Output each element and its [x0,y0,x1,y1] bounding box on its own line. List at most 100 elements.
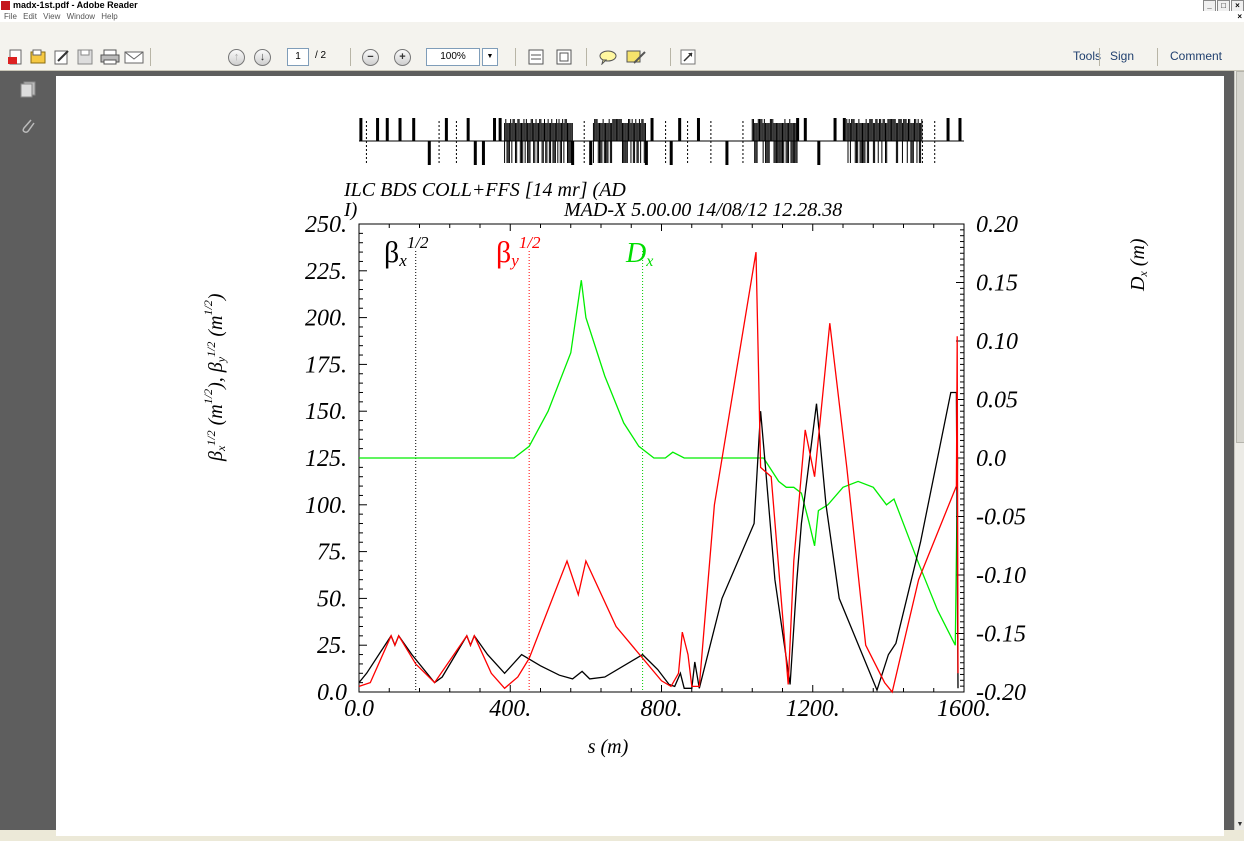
pdf-page: ILC BDS COLL+FFS [14 mr] (AD I) MAD-X 5.… [56,76,1224,836]
legend-marker-lines [415,251,644,692]
y-left-tick-label: 100. [305,493,347,519]
attachments-icon[interactable] [20,117,36,135]
toolbar-separator [1157,48,1158,66]
lattice-element [498,118,502,141]
adobe-reader-icon [1,1,10,10]
lattice-element [803,118,807,141]
y-right-tick-label: 0.05 [976,388,1018,414]
lattice-element [678,118,682,141]
sign-link[interactable]: Sign [1110,49,1135,63]
menu-file[interactable]: File [4,12,17,21]
scrollbar-thumb[interactable] [1236,71,1244,443]
x-tick-label: 1200. [786,696,840,722]
y-left-tick-label: 50. [317,586,347,612]
toolbar: ↑ ↓ 1 / 2 − + 100% ▼ Tools Sign Comment [0,22,1244,71]
y-right-tick-label: 0.0 [976,446,1006,472]
x-tick-labels: 0.0 400. 800. 1200. 1600. [344,696,991,722]
lattice-element [669,141,673,165]
y-right-tick-label: -0.15 [976,622,1026,648]
chart-title-line2-right: MAD-X 5.00.00 14/08/12 12.28.38 [563,199,842,221]
x-tick-label: 400. [489,696,531,722]
x-tick-label: 0.0 [344,696,374,722]
lattice-element [473,141,477,165]
lattice-element [696,118,700,141]
series-line-betax [358,391,959,692]
lattice-element [946,118,950,141]
lattice-element [817,141,821,165]
email-icon[interactable] [124,49,144,65]
series-line-betay [358,251,959,694]
lattice-element [842,118,846,141]
create-pdf-icon[interactable] [8,49,24,65]
lattice-element [427,141,431,165]
maximize-button[interactable]: □ [1217,0,1230,12]
chart-title-line2-left: I) [343,199,358,221]
menu-edit[interactable]: Edit [23,12,37,21]
axis-ticks [358,223,965,693]
menu-view[interactable]: View [43,12,61,21]
y-left-tick-label: 225. [305,259,347,285]
next-page-button[interactable]: ↓ [254,49,271,66]
page-number-input[interactable]: 1 [287,48,309,66]
y-right-axis-label: Dx (m) [1127,238,1150,292]
lattice-element [650,118,654,141]
menu-bar: File Edit View Window Help × [0,11,1244,22]
lattice-layout-strip [359,118,964,165]
save-icon[interactable] [77,49,93,65]
scroll-down-arrow[interactable]: ▼ [1236,821,1244,828]
lattice-element [589,141,593,165]
zoom-level-field[interactable]: 100% [426,48,480,66]
y-left-tick-label: 200. [305,306,347,332]
toolbar-separator [1099,48,1100,66]
y-left-axis-label: βx1/2 (m1/2), βy1/2 (m1/2) [201,293,228,462]
menu-window[interactable]: Window [66,12,96,21]
open-icon[interactable] [30,49,46,65]
comment-link[interactable]: Comment [1170,49,1223,63]
fit-page-icon[interactable] [528,49,544,65]
lattice-element [466,118,470,141]
legend-dx: Dx [625,238,653,270]
tools-link[interactable]: Tools [1073,49,1102,63]
y-right-tick-label: -0.10 [976,563,1026,589]
lattice-element [958,118,962,141]
zoom-in-button[interactable]: + [394,49,411,66]
toolbar-separator [150,48,151,66]
svg-text:βy1/2: βy1/2 [496,233,541,270]
toolbar-separator [670,48,671,66]
lattice-element [412,118,416,141]
y-left-tick-label: 25. [317,633,347,659]
y-left-tick-label: 75. [317,540,347,566]
zoom-out-button[interactable]: − [362,49,379,66]
menu-help[interactable]: Help [101,12,118,21]
toolbar-separator [586,48,587,66]
expand-icon[interactable] [680,49,696,65]
close-document-icon[interactable]: × [1237,12,1242,21]
x-axis-label: s (m) [588,736,629,758]
y-left-tick-label: 0.0 [317,680,347,706]
y-left-tick-label: 125. [305,446,347,472]
toolbar-separator [515,48,516,66]
print-icon[interactable] [100,49,120,65]
x-tick-label: 800. [641,696,683,722]
zoom-dropdown-button[interactable]: ▼ [482,48,498,66]
lattice-element [444,118,448,141]
lattice-element [385,118,389,141]
comment-bubble-icon[interactable] [598,49,618,65]
chart-title-line1: ILC BDS COLL+FFS [14 mr] (AD [343,179,626,201]
series-layer [358,251,959,694]
lattice-element [493,118,497,141]
y-left-tick-label: 150. [305,399,347,425]
lattice-element [725,141,729,165]
lattice-element [796,118,800,141]
lattice-element [481,141,485,165]
highlight-icon[interactable] [626,49,646,65]
vertical-scrollbar[interactable]: ▼ [1234,71,1244,830]
lattice-element [644,141,648,165]
previous-page-button[interactable]: ↑ [228,49,245,66]
toolbar-separator [350,48,351,66]
fit-width-icon[interactable] [556,49,572,65]
edit-icon[interactable] [54,49,70,65]
lattice-element [376,118,380,141]
document-area: ILC BDS COLL+FFS [14 mr] (AD I) MAD-X 5.… [46,71,1234,836]
pages-panel-icon[interactable] [20,81,36,98]
